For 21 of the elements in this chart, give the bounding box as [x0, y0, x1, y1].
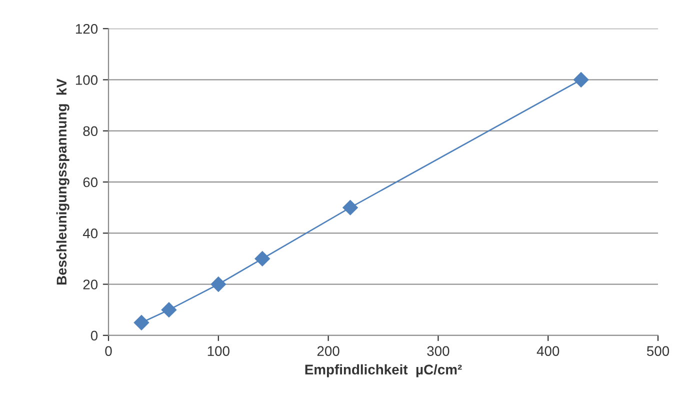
x-tick-label: 100: [208, 346, 230, 356]
x-axis-title: Empfindlichkeit µC/cm²: [305, 364, 462, 378]
x-tick-label: 0: [105, 346, 112, 356]
point: [342, 200, 358, 216]
y-tick-label: 60: [83, 177, 98, 188]
x-tick-label: 300: [427, 346, 450, 356]
y-tick-label: 80: [83, 126, 98, 136]
x-tick-label: 400: [536, 346, 560, 356]
y-tick-label: 100: [76, 75, 98, 85]
y-axis-title: Beschleunigungsspannung kV: [56, 78, 70, 284]
y-tick-label: 120: [76, 24, 98, 34]
point: [134, 315, 150, 330]
point: [161, 302, 177, 318]
y-tick-label: 0: [90, 330, 98, 341]
y-tick-label: 40: [82, 228, 98, 238]
point: [254, 251, 270, 266]
point: [210, 276, 226, 292]
point: [574, 72, 589, 88]
x-tick-label: 200: [317, 346, 340, 356]
x-tick-label: 500: [646, 346, 670, 356]
y-tick-label: 20: [83, 280, 98, 290]
